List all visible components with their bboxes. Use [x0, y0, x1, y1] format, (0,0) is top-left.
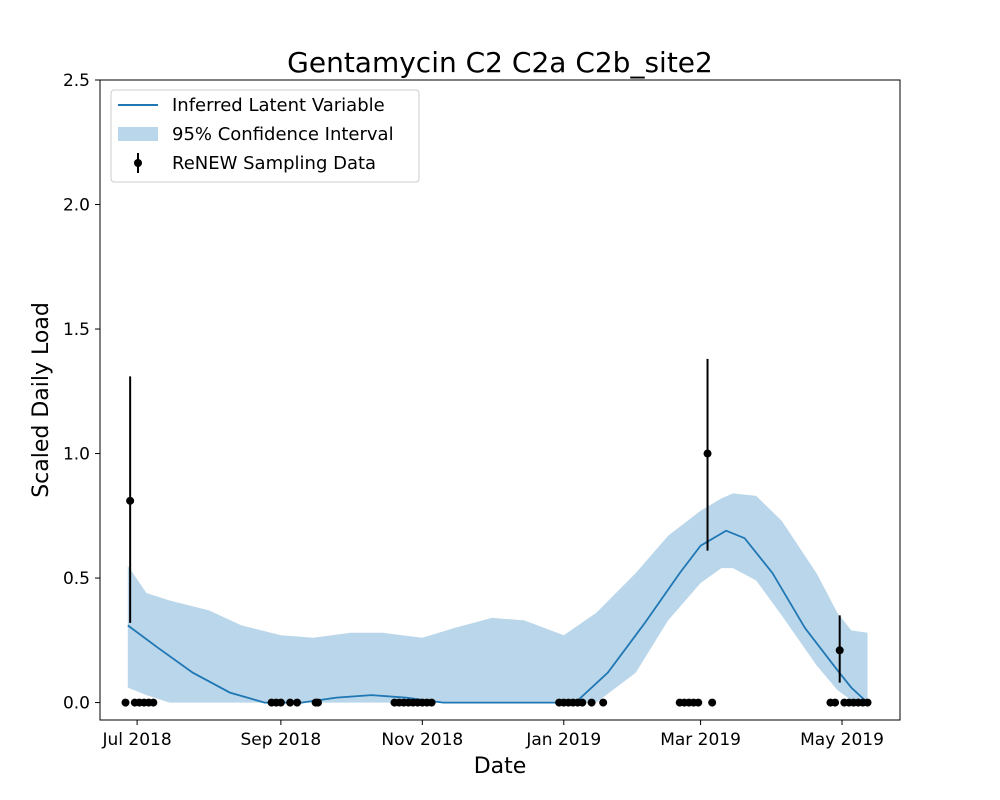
- sample-point: [863, 698, 872, 707]
- x-tick-label: Jul 2018: [102, 730, 172, 750]
- chart-title: Gentamycin C2 C2a C2b_site2: [287, 46, 713, 79]
- sample-point: [578, 698, 587, 707]
- sample-point: [599, 698, 608, 707]
- sample-point: [121, 698, 130, 707]
- sample-point: [831, 698, 840, 707]
- sample-point: [313, 698, 322, 707]
- sample-point: [708, 698, 717, 707]
- sample-point: [703, 449, 712, 458]
- legend-point-swatch: [134, 159, 142, 167]
- x-tick-label: Jan 2019: [525, 730, 601, 750]
- sample-point: [149, 698, 158, 707]
- sample-point: [293, 698, 302, 707]
- x-axis-title: Date: [474, 754, 527, 779]
- legend-label-latent: Inferred Latent Variable: [172, 95, 385, 116]
- legend-box: [110, 89, 420, 183]
- sample-point: [276, 698, 285, 707]
- sample-point: [427, 698, 436, 707]
- plot-area: [121, 358, 872, 707]
- legend-band-swatch: [118, 127, 158, 141]
- y-tick-label: 0.5: [63, 569, 90, 589]
- legend-label-interval: 95% Confidence Interval: [172, 124, 394, 145]
- y-tick-label: 2.0: [63, 196, 90, 216]
- x-tick-label: Nov 2018: [381, 730, 463, 750]
- legend-label-sampling: ReNEW Sampling Data: [172, 153, 376, 174]
- sample-point: [835, 646, 844, 655]
- sample-point: [126, 496, 135, 505]
- x-tick-label: May 2019: [800, 730, 884, 750]
- sample-point: [587, 698, 596, 707]
- confidence-band: [127, 493, 868, 703]
- sample-point: [286, 698, 295, 707]
- y-tick-label: 0.0: [63, 694, 90, 714]
- sample-point: [694, 698, 703, 707]
- plot-frame: [99, 79, 901, 721]
- y-tick-label: 1.5: [63, 320, 90, 340]
- y-tick-label: 2.5: [63, 71, 90, 91]
- y-tick-label: 1.0: [63, 445, 90, 465]
- axes: Jul 2018 Sep 2018 Nov 2018 Jan 2019 Mar 2019…: [63, 71, 901, 750]
- x-tick-label: Mar 2019: [660, 730, 741, 750]
- legend: Inferred Latent Variable 95% Confidence I…: [110, 89, 420, 183]
- y-axis-title: Scaled Daily Load: [29, 302, 54, 498]
- x-tick-label: Sep 2018: [241, 730, 322, 750]
